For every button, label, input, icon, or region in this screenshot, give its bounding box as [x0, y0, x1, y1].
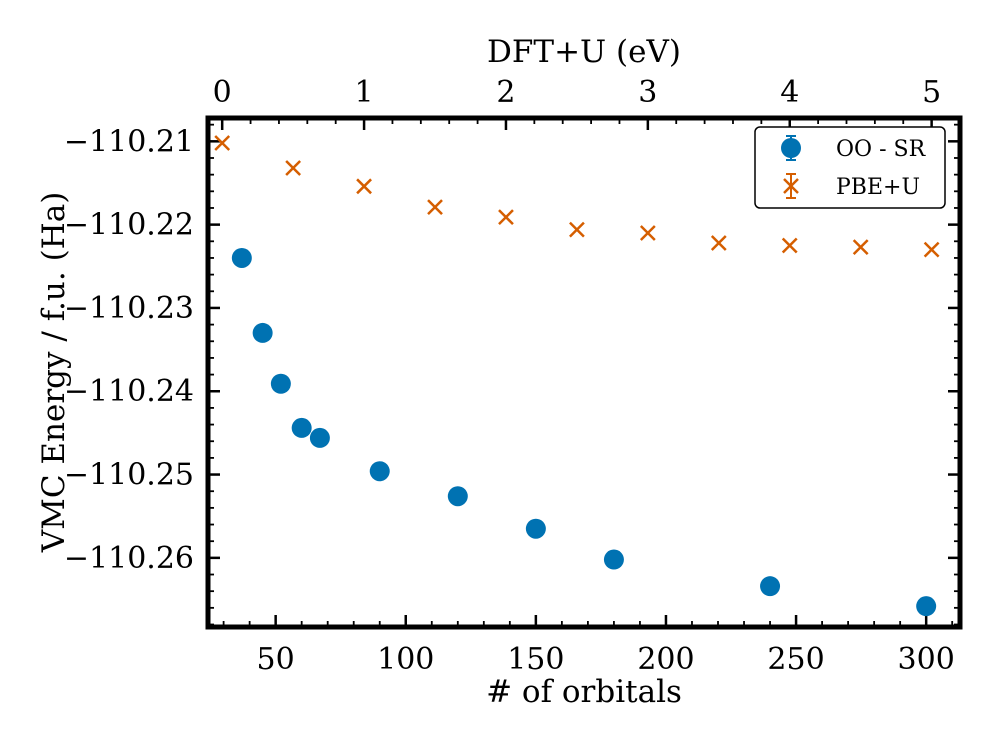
y-tick-label: −110.21: [64, 124, 194, 159]
series-oo-sr: [231, 247, 937, 617]
data-point-stroke: [923, 241, 940, 258]
data-point: [760, 576, 781, 597]
data-point: [291, 417, 312, 438]
data-point: [369, 461, 390, 482]
data-point-stroke: [285, 160, 302, 176]
data-point: [356, 178, 372, 195]
data-point-stroke: [569, 221, 585, 238]
data-point-stroke: [781, 237, 798, 254]
data-point: [252, 322, 273, 343]
left-tick-labels: −110.21 −110.22 −110.23 −110.24 −110.25 −110.…: [64, 124, 194, 576]
y-tick-label: −110.23: [64, 291, 194, 326]
data-point: [498, 209, 514, 226]
y-tick-label: −110.25: [64, 458, 194, 493]
x-tick-label: 250: [767, 642, 824, 677]
legend-marker-oo-sr: [781, 135, 801, 161]
top-tick-labels: 0 1 2 3 4 5: [213, 75, 942, 110]
bottom-tick-labels: 50 100 150 200 250 300: [257, 642, 955, 677]
data-point-stroke: [356, 178, 372, 195]
legend-marker-pbe-u: [783, 173, 799, 199]
y-axis-label: VMC Energy / f.u. (Ha): [36, 192, 72, 554]
data-point: [214, 135, 231, 151]
x2-axis-label: DFT+U (eV): [487, 34, 681, 70]
x-tick-label: 200: [637, 642, 694, 677]
data-point: [270, 373, 291, 394]
x-axis-label: # of orbitals: [486, 674, 682, 710]
data-point: [923, 241, 940, 258]
y-tick-label: −110.24: [64, 374, 194, 409]
x2-tick-label: 3: [638, 75, 657, 110]
x2-tick-label: 4: [780, 75, 799, 110]
data-point-stroke: [852, 239, 869, 256]
data-point-stroke: [498, 209, 514, 226]
data-point: [639, 225, 656, 241]
data-point: [427, 199, 443, 216]
series-pbe-u: [214, 135, 940, 258]
data-point: [525, 518, 546, 539]
x-tick-label: 100: [377, 642, 434, 677]
data-point-stroke: [710, 235, 727, 251]
data-point: [447, 486, 468, 507]
plot-frame: [205, 115, 963, 630]
x-tick-label: 50: [257, 642, 295, 677]
data-point: [781, 237, 798, 254]
data-point-stroke: [214, 135, 231, 151]
y-tick-label: −110.22: [64, 208, 194, 243]
legend-box: [754, 126, 946, 209]
data-point-stroke: [639, 225, 656, 241]
y-tick-label: −110.26: [64, 541, 194, 576]
data-point: [285, 160, 302, 176]
data-point: [916, 596, 937, 617]
x2-tick-label: 5: [922, 75, 941, 110]
data-point: [710, 235, 727, 251]
data-point: [309, 427, 330, 448]
data-point: [569, 221, 585, 238]
legend: OO - SR PBE+U: [754, 126, 946, 209]
data-point: [231, 247, 252, 268]
data-point: [603, 549, 624, 570]
data-point-stroke: [427, 199, 443, 216]
x2-tick-label: 1: [355, 75, 374, 110]
legend-label-oo-sr: OO - SR: [836, 137, 927, 162]
data-point: [852, 239, 869, 256]
x-tick-label: 300: [898, 642, 955, 677]
x2-tick-label: 0: [213, 75, 232, 110]
x-tick-label: 150: [507, 642, 564, 677]
x2-tick-label: 2: [496, 75, 515, 110]
legend-label-pbe-u: PBE+U: [836, 175, 920, 200]
